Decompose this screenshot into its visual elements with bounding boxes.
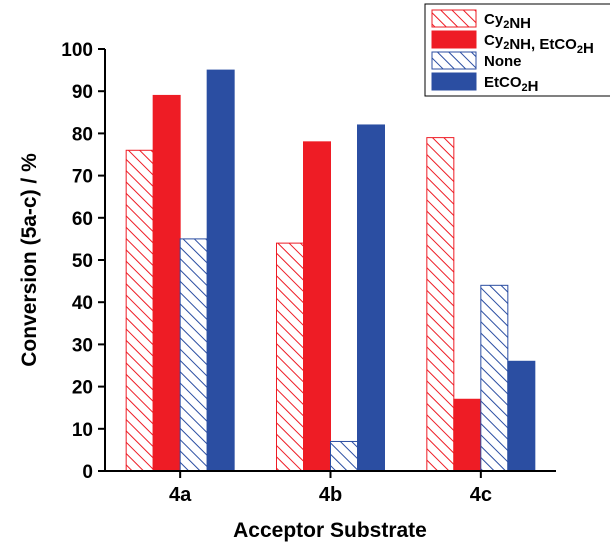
y-tick-label: 100 — [61, 40, 93, 61]
y-tick-label: 0 — [82, 462, 93, 483]
x-axis-title: Acceptor Substrate — [233, 519, 427, 542]
y-tick-label: 80 — [72, 124, 93, 145]
x-tick-label-4c: 4c — [470, 484, 492, 506]
bar-4a-cy2nh — [125, 149, 154, 472]
y-tick-label: 70 — [72, 167, 93, 188]
bar-4c-none — [480, 284, 509, 472]
legend-swatch — [431, 9, 477, 28]
y-tick-label: 90 — [72, 82, 93, 103]
x-tick-label-4b: 4b — [319, 484, 342, 506]
bar-4a-etco2h — [206, 69, 235, 472]
bar-4b-cy2nh — [276, 242, 304, 472]
y-axis-ticks: 0 10 20 30 40 50 60 70 80 90 100 — [61, 40, 105, 483]
bar-4c-etco2h — [507, 360, 536, 472]
legend-label: Cy2NH — [484, 11, 531, 32]
y-tick-label: 40 — [72, 293, 93, 314]
legend-label: None — [484, 53, 522, 70]
y-tick-label: 60 — [72, 209, 93, 230]
bar-4b-etco2h — [357, 124, 385, 472]
y-tick-label: 30 — [72, 335, 93, 356]
bars-group — [125, 69, 536, 472]
bar-4a-none — [179, 238, 208, 472]
y-tick-label: 10 — [72, 420, 93, 441]
x-axis-ticks: 4a 4b 4c — [169, 471, 492, 506]
legend-label: Cy2NH, EtCO2H — [484, 32, 594, 57]
bar-4c-cy2nh — [426, 137, 455, 472]
bar-4b-none — [330, 440, 358, 472]
bar-4c-cy2nh-etco2h — [453, 398, 482, 472]
legend-swatch — [431, 72, 477, 91]
legend-swatch — [431, 51, 477, 70]
y-tick-label: 20 — [72, 378, 93, 399]
x-tick-label-4a: 4a — [169, 484, 192, 506]
y-axis-title: Conversion (5a-c) / % — [18, 153, 41, 367]
bar-4b-cy2nh-etco2h — [303, 141, 331, 472]
bar-4a-cy2nh-etco2h — [152, 94, 181, 472]
legend-swatch — [431, 30, 477, 49]
y-tick-label: 50 — [72, 251, 93, 272]
legend-label: EtCO2H — [484, 74, 538, 95]
